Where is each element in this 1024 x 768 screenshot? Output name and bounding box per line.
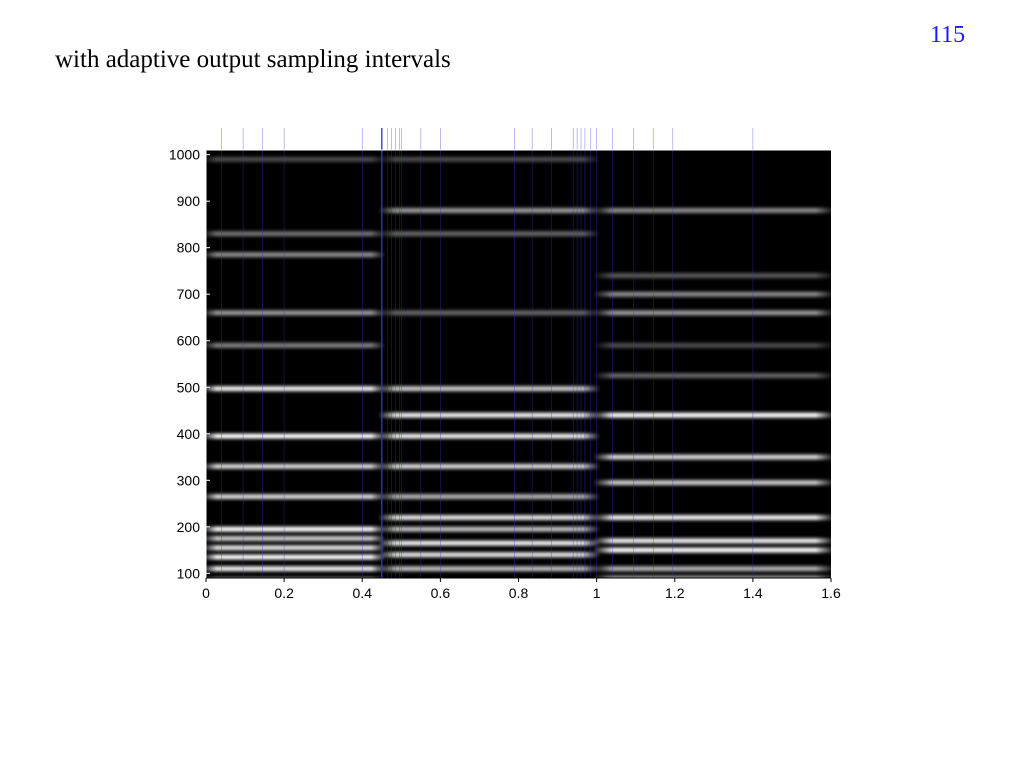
harmonic-line — [592, 515, 831, 521]
y-ticks: 100 200 300 400 500 600 700 800 900 1000 — [169, 147, 210, 581]
harmonic-line — [377, 463, 601, 469]
harmonic-line — [592, 373, 831, 379]
y-tick-label: 1000 — [169, 147, 200, 163]
y-tick-label: 900 — [177, 193, 201, 209]
y-tick-label: 100 — [177, 565, 201, 581]
harmonic-lines — [206, 156, 831, 578]
x-tick-label: 1.2 — [665, 585, 685, 601]
x-tick-label: 1 — [593, 585, 601, 601]
harmonic-line — [377, 526, 601, 532]
harmonic-line — [592, 566, 831, 572]
y-tick-label: 500 — [177, 379, 201, 395]
harmonic-line — [377, 540, 601, 546]
harmonic-line — [592, 207, 831, 213]
harmonic-line — [592, 412, 831, 418]
x-tick-label: 0 — [202, 585, 210, 601]
harmonic-line — [206, 386, 386, 392]
harmonic-line — [377, 433, 601, 439]
harmonic-line — [206, 156, 386, 162]
harmonic-line — [377, 515, 601, 521]
y-tick-label: 700 — [177, 286, 201, 302]
harmonic-line — [592, 454, 831, 460]
plot-background — [206, 150, 831, 578]
y-tick-label: 800 — [177, 240, 201, 256]
harmonic-line — [592, 273, 831, 279]
x-tick-label: 1.4 — [743, 585, 763, 601]
harmonic-line — [377, 207, 601, 213]
harmonic-line — [206, 231, 386, 237]
page-number: 115 — [930, 22, 966, 48]
sampling-markers — [221, 128, 754, 578]
y-tick-label: 200 — [177, 519, 201, 535]
harmonic-line — [592, 310, 831, 316]
harmonic-line — [377, 566, 601, 572]
harmonic-line — [377, 231, 601, 237]
x-ticks: 0 0.2 0.4 0.6 0.8 1 1.2 1.4 1.6 — [202, 578, 841, 601]
harmonic-line — [377, 494, 601, 500]
harmonic-line — [592, 480, 831, 486]
harmonic-line — [206, 463, 386, 469]
harmonic-line — [377, 412, 601, 418]
x-tick-label: 0.6 — [431, 585, 451, 601]
y-tick-label: 300 — [177, 472, 201, 488]
x-tick-label: 0.8 — [509, 585, 529, 601]
harmonic-line — [592, 547, 831, 553]
harmonic-line — [377, 386, 601, 392]
x-tick-label: 0.4 — [353, 585, 373, 601]
harmonic-line — [206, 577, 386, 578]
x-tick-label: 1.6 — [821, 585, 841, 601]
harmonic-line — [206, 566, 386, 572]
harmonic-line — [592, 342, 831, 348]
harmonic-line — [206, 494, 386, 500]
harmonic-line — [592, 575, 831, 578]
harmonic-line — [206, 554, 386, 560]
harmonic-line — [206, 545, 386, 551]
slide-title: with adaptive output sampling intervals — [55, 46, 451, 73]
harmonic-line — [206, 342, 386, 348]
harmonic-line — [377, 310, 601, 316]
harmonic-line — [206, 310, 386, 316]
harmonic-line — [206, 535, 386, 541]
y-tick-label: 400 — [177, 426, 201, 442]
harmonic-line — [206, 433, 386, 439]
harmonic-line — [377, 552, 601, 558]
harmonic-line — [206, 252, 386, 258]
harmonic-line — [592, 538, 831, 544]
x-tick-label: 0.2 — [274, 585, 294, 601]
y-tick-label: 600 — [177, 333, 201, 349]
harmonic-line — [206, 526, 386, 532]
harmonic-line — [592, 291, 831, 297]
harmonic-line — [377, 156, 601, 162]
